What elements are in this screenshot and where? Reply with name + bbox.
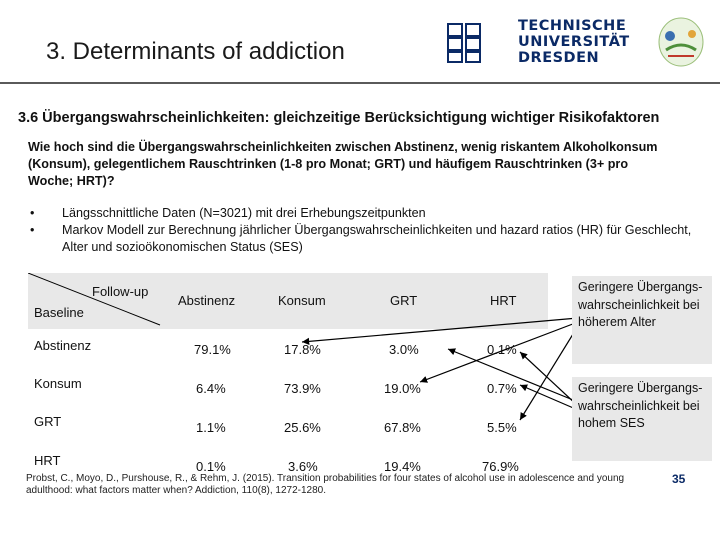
table-cell: 76.9% xyxy=(482,459,519,474)
table-cell: 6.4% xyxy=(196,381,226,396)
row-label: Abstinenz xyxy=(34,338,92,353)
arrow-line xyxy=(519,351,579,407)
section-subheading: 3.6 Übergangswahrscheinlichkeiten: gleic… xyxy=(18,110,660,126)
arrow-line xyxy=(519,325,579,421)
page-number: 35 xyxy=(672,472,686,486)
table-cell: 3.0% xyxy=(389,342,419,357)
table-cell: 67.8% xyxy=(384,420,421,435)
slide-title: 3. Determinants of addiction xyxy=(46,38,345,65)
tu-dresden-mark-icon xyxy=(447,23,481,63)
row-label: Konsum xyxy=(34,376,82,391)
note-age: Geringere Übergangs-wahrscheinlichkeit b… xyxy=(572,276,712,364)
bullet-icon: • xyxy=(30,206,35,220)
column-header: Abstinenz xyxy=(178,293,236,308)
column-header: HRT xyxy=(490,293,517,308)
table-cell: 0.1% xyxy=(196,459,226,474)
bullet-item: • Längsschnittliche Daten (N=3021) mit d… xyxy=(30,206,426,220)
table-corner-follow-up: Follow-up xyxy=(92,284,149,299)
citation: Probst, C., Moyo, D., Purshouse, R., & R… xyxy=(26,473,625,496)
arrow-line xyxy=(419,321,579,383)
row-label: GRT xyxy=(34,414,62,429)
bullet-icon: • xyxy=(30,223,35,237)
bullet-item: • Markov Modell zur Berechnung jährliche… xyxy=(30,223,692,254)
tu-dresden-wordmark: TECHNISCHE UNIVERSITÄT DRESDEN xyxy=(518,18,630,66)
table-cell: 73.9% xyxy=(284,381,321,396)
bullet-list: • Längsschnittliche Daten (N=3021) mit d… xyxy=(28,205,708,256)
table-header-background xyxy=(28,273,548,329)
table-cell: 19.4% xyxy=(384,459,421,474)
tu-dresden-logo: TECHNISCHE UNIVERSITÄT DRESDEN xyxy=(446,18,704,68)
table-cell: 1.1% xyxy=(196,420,226,435)
header-rule xyxy=(0,82,720,84)
arrow-line xyxy=(301,317,579,345)
note-ses: Geringere Übergangs-wahrscheinlichkeit b… xyxy=(572,377,712,461)
table-cell: 79.1% xyxy=(194,342,231,357)
table-cell: 25.6% xyxy=(284,420,321,435)
table-cell: 19.0% xyxy=(384,381,421,396)
table-corner-diagonal xyxy=(28,273,161,326)
project-badge-icon xyxy=(658,17,704,67)
arrow-line xyxy=(519,384,579,411)
table-cell: 3.6% xyxy=(288,459,318,474)
column-header: GRT xyxy=(390,293,418,308)
table-cell: 5.5% xyxy=(487,420,517,435)
column-header: Konsum xyxy=(278,293,326,308)
research-question: Wie hoch sind die Übergangswahrscheinlic… xyxy=(28,140,658,188)
table-corner-baseline: Baseline xyxy=(34,305,84,320)
table-cell: 17.8% xyxy=(284,342,321,357)
row-label: HRT xyxy=(34,453,61,468)
table-cell: 0.7% xyxy=(487,381,517,396)
arrow-line xyxy=(447,348,579,403)
